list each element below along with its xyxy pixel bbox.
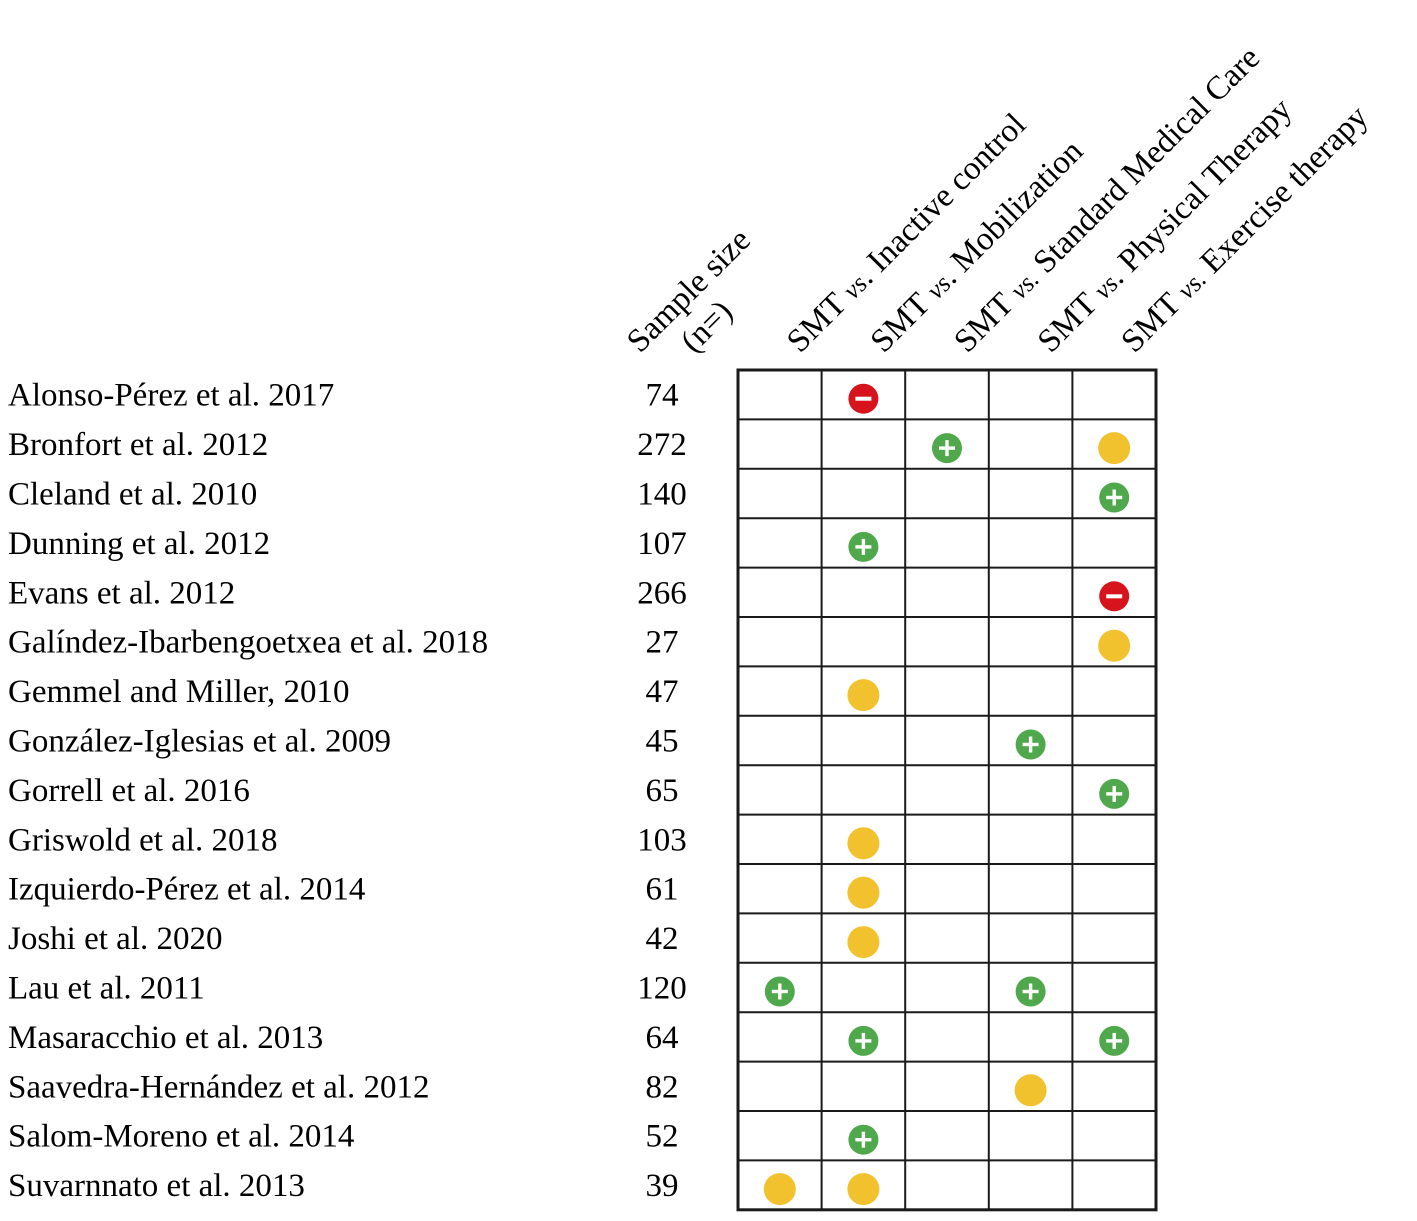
study-label: Saavedra-Hernández et al. 2012 <box>8 1069 429 1105</box>
result-marker <box>1098 432 1131 465</box>
study-label: Suvarnnato et al. 2013 <box>8 1168 305 1204</box>
result-symbol-negative <box>848 383 879 414</box>
result-marker <box>847 679 880 712</box>
plus-icon <box>1112 1032 1116 1049</box>
result-symbol-positive <box>764 976 795 1007</box>
sample-size-value: 52 <box>646 1119 679 1155</box>
plus-icon <box>778 983 782 1000</box>
sample-size-header: Sample size(n=) <box>620 222 758 360</box>
result-symbol-positive <box>1099 482 1130 513</box>
study-label: Gorrell et al. 2016 <box>8 773 250 809</box>
study-label: Gemmel and Miller, 2010 <box>8 674 349 710</box>
result-symbol-neutral <box>847 827 880 860</box>
plus-icon <box>861 1131 866 1148</box>
study-label: Evans et al. 2012 <box>8 575 235 611</box>
plus-icon <box>1112 785 1116 802</box>
result-symbol-neutral <box>1098 629 1131 662</box>
sample-size-value: 120 <box>637 971 687 1007</box>
grid-border <box>736 368 1158 1212</box>
plus-icon <box>945 440 949 457</box>
result-symbol-positive <box>1015 976 1046 1007</box>
study-label: Lau et al. 2011 <box>8 971 205 1007</box>
plus-icon <box>861 538 866 555</box>
study-label: Joshi et al. 2020 <box>8 921 222 957</box>
sample-size-value: 103 <box>637 822 687 858</box>
sample-size-value: 140 <box>637 477 687 513</box>
study-label: Masaracchio et al. 2013 <box>8 1020 323 1056</box>
minus-icon <box>1106 594 1123 599</box>
study-rows: Alonso-Pérez et al. 2017 74 Bronfort et al… <box>8 378 687 1204</box>
sample-size-value: 65 <box>646 773 679 809</box>
result-symbol-neutral <box>847 926 880 959</box>
study-label: Griswold et al. 2018 <box>8 822 277 858</box>
result-marker <box>847 827 880 860</box>
sample-size-value: 74 <box>646 378 679 414</box>
sample-size-value: 45 <box>646 724 679 760</box>
column-headers: Sample size(n=) SMT vs. Inactive controlS… <box>620 40 1375 360</box>
column-header-standard: SMT vs. Standard Medical Care <box>947 40 1267 360</box>
result-symbols <box>763 383 1131 1206</box>
result-symbol-neutral <box>847 876 880 909</box>
sample-size-value: 266 <box>637 575 687 611</box>
result-symbol-negative <box>1099 581 1130 612</box>
sample-size-value: 82 <box>646 1069 679 1105</box>
plus-icon <box>1028 736 1033 753</box>
study-label: Alonso-Pérez et al. 2017 <box>8 378 334 414</box>
study-label: González-Iglesias et al. 2009 <box>8 724 391 760</box>
sample-size-value: 42 <box>646 921 679 957</box>
study-label: Cleland et al. 2010 <box>8 477 257 513</box>
result-symbol-positive <box>848 531 879 562</box>
minus-icon <box>855 396 872 401</box>
result-marker <box>1098 629 1131 662</box>
result-symbol-neutral <box>847 679 880 712</box>
study-label: Galíndez-Ibarbengoetxea et al. 2018 <box>8 625 488 661</box>
result-grid <box>736 368 1158 1212</box>
plus-icon <box>861 1032 866 1049</box>
result-symbol-positive <box>1099 778 1130 809</box>
result-marker <box>1014 1074 1047 1107</box>
result-marker <box>847 1173 880 1206</box>
sample-size-value: 107 <box>637 526 687 562</box>
result-symbol-neutral <box>763 1173 796 1206</box>
study-label: Izquierdo-Pérez et al. 2014 <box>8 872 365 908</box>
result-symbol-positive <box>932 433 962 464</box>
result-symbol-neutral <box>847 1173 880 1206</box>
study-label: Salom-Moreno et al. 2014 <box>8 1119 354 1155</box>
sample-size-value: 39 <box>646 1168 679 1204</box>
result-symbol-positive <box>848 1025 879 1056</box>
result-symbol-positive <box>848 1124 879 1155</box>
result-symbol-neutral <box>1014 1074 1047 1107</box>
study-label: Dunning et al. 2012 <box>8 526 270 562</box>
sample-size-value: 272 <box>637 427 687 463</box>
sample-size-value: 64 <box>646 1020 679 1056</box>
result-symbol-neutral <box>1098 432 1131 465</box>
sample-size-value: 27 <box>646 625 679 661</box>
plus-icon <box>1028 983 1033 1000</box>
result-marker <box>763 1173 796 1206</box>
result-marker <box>847 926 880 959</box>
result-symbol-positive <box>1099 1025 1130 1056</box>
result-symbol-positive <box>1015 729 1046 760</box>
plus-icon <box>1112 489 1116 506</box>
sample-size-value: 61 <box>646 872 679 908</box>
study-label: Bronfort et al. 2012 <box>8 427 268 463</box>
result-marker <box>847 876 880 909</box>
sample-size-value: 47 <box>646 674 679 710</box>
